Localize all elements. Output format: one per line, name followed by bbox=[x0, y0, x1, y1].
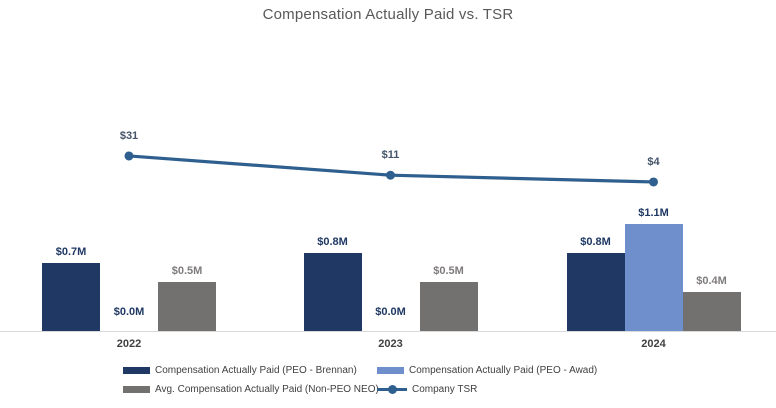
legend-label: Avg. Compensation Actually Paid (Non-PEO… bbox=[155, 384, 379, 395]
bar bbox=[303, 253, 362, 331]
legend-label: Company TSR bbox=[412, 384, 478, 395]
legend-line-dot-icon bbox=[388, 385, 397, 394]
bar bbox=[419, 282, 478, 331]
tsr-value-label: $4 bbox=[647, 155, 660, 168]
bar bbox=[682, 292, 741, 331]
tsr-point bbox=[124, 151, 134, 161]
bar-value-label: $0.7M bbox=[55, 246, 87, 258]
legend-item: Avg. Compensation Actually Paid (Non-PEO… bbox=[123, 384, 379, 395]
bar bbox=[566, 253, 625, 331]
x-axis-line bbox=[0, 331, 776, 332]
bar-value-label: $0.5M bbox=[433, 265, 464, 277]
legend-item: Compensation Actually Paid (PEO - Brenna… bbox=[123, 365, 377, 376]
tsr-value-label: $31 bbox=[119, 129, 139, 142]
bar-value-label: $0.5M bbox=[171, 265, 203, 277]
legend-swatch bbox=[123, 386, 150, 393]
legend-swatch bbox=[377, 367, 404, 374]
bar-value-label: $0.0M bbox=[113, 306, 145, 318]
tsr-point bbox=[649, 177, 658, 187]
x-tick: 2024 bbox=[641, 338, 666, 350]
bar bbox=[158, 282, 216, 331]
chart-title: Compensation Actually Paid vs. TSR bbox=[262, 6, 514, 23]
tsr-point bbox=[386, 170, 395, 180]
bar-value-label: $1.1M bbox=[638, 207, 669, 219]
bar-value-label: $0.0M bbox=[375, 306, 406, 318]
legend-item: Compensation Actually Paid (PEO - Awad) bbox=[377, 365, 597, 376]
tsr-value-label: $11 bbox=[381, 149, 400, 162]
legend-line-marker-icon bbox=[377, 385, 407, 394]
bar-value-label: $0.8M bbox=[580, 236, 611, 248]
bar bbox=[624, 224, 683, 331]
legend-item: Company TSR bbox=[377, 384, 597, 395]
bar-value-label: $0.8M bbox=[317, 236, 348, 248]
legend-label: Compensation Actually Paid (PEO - Awad) bbox=[409, 365, 598, 376]
legend-swatch bbox=[123, 367, 150, 374]
bar bbox=[42, 263, 100, 331]
x-tick: 2022 bbox=[116, 338, 142, 350]
legend: Compensation Actually Paid (PEO - Brenna… bbox=[123, 365, 597, 395]
x-tick: 2023 bbox=[378, 338, 403, 350]
bar-value-label: $0.4M bbox=[696, 275, 727, 287]
legend-label: Compensation Actually Paid (PEO - Brenna… bbox=[155, 365, 357, 376]
